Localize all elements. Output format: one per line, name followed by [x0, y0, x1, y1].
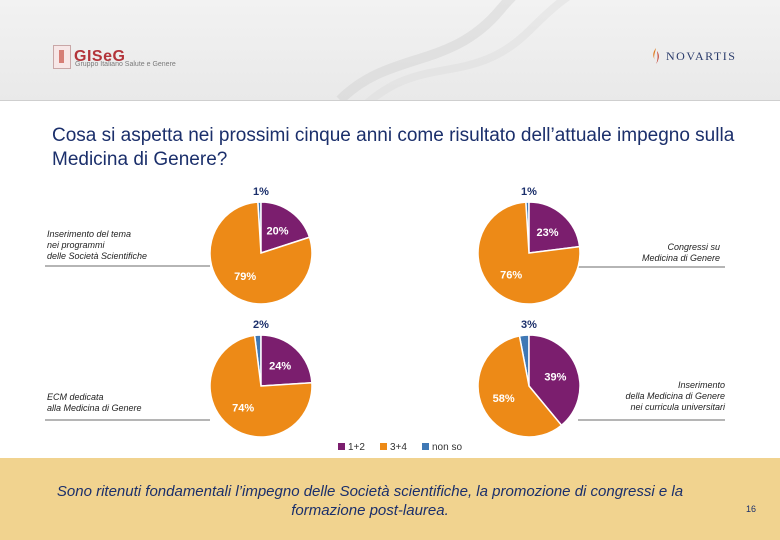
category-label-curricula: Inserimento della Medicina di Genere nei… [560, 380, 725, 413]
label-line: Inserimento del tema [47, 229, 132, 239]
novartis-logo: NOVARTIS [650, 47, 736, 65]
pie-value-label: 1% [521, 186, 537, 198]
pie-slice-3-4 [477, 335, 563, 438]
pie-value-label: 74% [232, 403, 254, 415]
legend-swatch [380, 443, 387, 450]
pie-value-label: 76% [500, 270, 522, 282]
chart-legend: 1+2 3+4 non so [338, 442, 462, 453]
dna-helix-decoration [336, 0, 571, 100]
pie-value-label: 24% [269, 361, 291, 373]
label-line: alla Medicina di Genere [47, 403, 142, 413]
legend-swatch [338, 443, 345, 450]
label-line: Medicina di Genere [641, 253, 720, 263]
giseg-logo-text: GISeG [74, 48, 126, 65]
giseg-mark-icon [53, 45, 71, 69]
pie-slice-3-4 [477, 201, 581, 305]
pie-slice-1-2 [528, 201, 581, 254]
novartis-logo-text: NOVARTIS [666, 48, 737, 63]
category-label-societa: Inserimento del tema nei programmi delle… [47, 229, 147, 262]
label-line: delle Società Scientifiche [47, 251, 148, 261]
legend-label: non so [432, 442, 462, 453]
label-line: Inserimento [677, 380, 725, 390]
conclusion-banner: Sono ritenuti fondamentali l’impegno del… [0, 458, 780, 540]
giseg-logo: GISeG Gruppo Italiano Salute e Genere [53, 44, 176, 70]
category-label-congressi: Congressi su Medicina di Genere [560, 242, 720, 264]
pie-value-label: 58% [493, 393, 515, 405]
header-divider [0, 100, 780, 101]
label-line: ECM dedicata [47, 392, 104, 402]
pie-value-label: 3% [521, 319, 537, 331]
giseg-logo-subtitle: Gruppo Italiano Salute e Genere [75, 61, 176, 68]
label-line: della Medicina di Genere [625, 391, 725, 401]
legend-label: 3+4 [390, 442, 407, 453]
pie-value-label: 20% [266, 225, 288, 237]
pie-value-label: 1% [253, 186, 269, 198]
category-label-ecm: ECM dedicata alla Medicina di Genere [47, 392, 142, 414]
pie-value-label: 79% [234, 271, 256, 283]
pie-slice-1-2 [260, 201, 311, 255]
label-line: Congressi su [667, 242, 720, 252]
label-line: nei curricula universitari [630, 402, 725, 412]
label-line: nei programmi [47, 240, 105, 250]
pie-slice-1-2 [528, 334, 581, 427]
legend-label: 1+2 [348, 442, 365, 453]
pie-slice-3-4 [209, 334, 313, 438]
pie-slice-3-4 [209, 201, 313, 305]
pie-value-label: 39% [544, 372, 566, 384]
pie-value-label: 23% [536, 227, 558, 239]
page-number: 16 [746, 504, 757, 514]
pies-layer: 20% 79% 1% 23% 76% 1% 24% 74% 2% 39% 58% 3% [209, 186, 581, 438]
page-title: Cosa si aspetta nei prossimi cinque anni… [52, 125, 735, 170]
legend-swatch [422, 443, 429, 450]
pie-slice-1-2 [260, 334, 313, 387]
conclusion-text: Sono ritenuti fondamentali l’impegno del… [56, 483, 684, 519]
header-banner: GISeG Gruppo Italiano Salute e Genere NO… [0, 0, 780, 100]
novartis-flame-icon [653, 48, 659, 64]
pie-value-label: 2% [253, 319, 269, 331]
